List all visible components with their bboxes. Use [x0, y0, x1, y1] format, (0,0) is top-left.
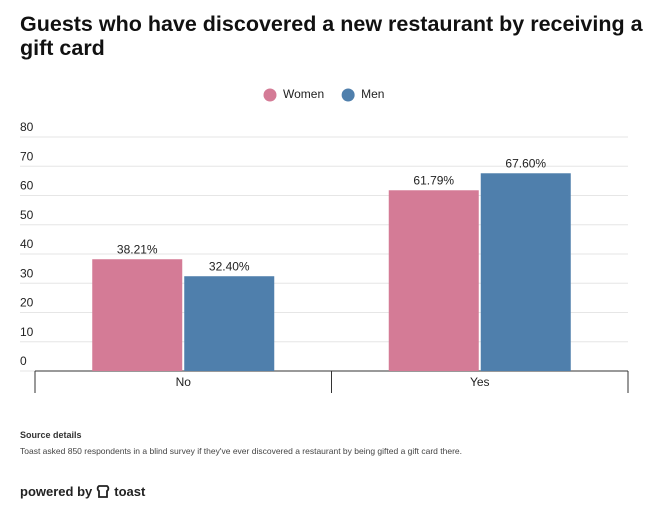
- y-tick-label: 20: [20, 296, 34, 310]
- source-text: Toast asked 850 respondents in a blind s…: [20, 446, 462, 456]
- chart-title: Guests who have discovered a new restaur…: [20, 12, 643, 60]
- bar: [184, 276, 275, 371]
- y-tick-label: 60: [20, 179, 34, 193]
- y-tick-label: 30: [20, 266, 34, 280]
- legend-label: Women: [283, 87, 324, 101]
- y-tick-label: 80: [20, 120, 34, 134]
- y-tick-label: 70: [20, 149, 34, 163]
- value-label: 32.40%: [209, 259, 250, 273]
- value-label: 61.79%: [413, 173, 454, 187]
- y-tick-label: 50: [20, 208, 34, 222]
- legend-swatch: [341, 88, 355, 102]
- value-label: 67.60%: [505, 156, 546, 170]
- y-tick-label: 10: [20, 325, 34, 339]
- source-title: Source details: [20, 430, 82, 440]
- bar: [92, 259, 183, 371]
- x-tick-label: No: [176, 375, 192, 389]
- x-tick-label: Yes: [470, 375, 490, 389]
- toast-icon: [97, 484, 110, 498]
- bar: [388, 190, 479, 371]
- legend-label: Men: [361, 87, 384, 101]
- legend-swatch: [263, 88, 277, 102]
- brand: toast: [114, 484, 146, 499]
- powered-by-text: powered by: [20, 484, 93, 499]
- bar: [480, 173, 571, 371]
- powered-by: powered by toast: [20, 484, 145, 499]
- y-tick-label: 0: [20, 354, 27, 368]
- y-tick-label: 40: [20, 237, 34, 251]
- value-label: 38.21%: [117, 242, 158, 256]
